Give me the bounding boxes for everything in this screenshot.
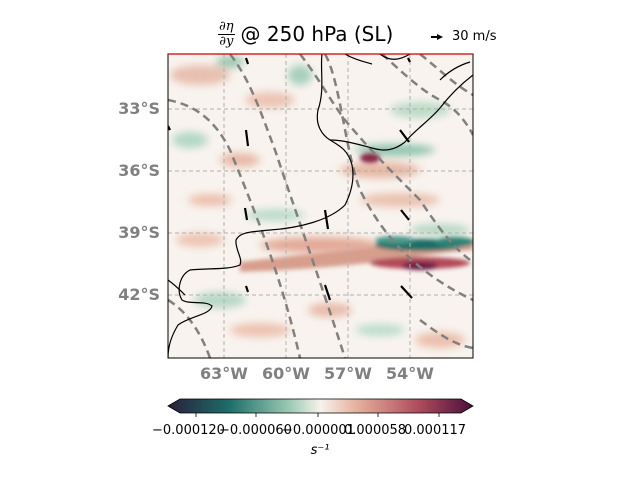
reference-vector-label: 30 m/s xyxy=(452,29,497,44)
graticule xyxy=(168,54,473,358)
map-title: ∂η ∂y @ 250 hPa (SL) xyxy=(218,14,393,54)
lon-tick: 63°W xyxy=(200,364,248,383)
jet-band xyxy=(240,153,473,272)
lon-tick: 60°W xyxy=(262,364,310,383)
lat-tick: 33°S xyxy=(118,99,160,118)
colorbar-unit: s⁻¹ xyxy=(310,443,330,458)
coastline xyxy=(168,54,473,358)
lat-tick: 42°S xyxy=(118,285,160,304)
colorbar-tick-label: −0.000060 xyxy=(219,423,292,438)
wind-vectors xyxy=(168,57,413,301)
fraction-numerator: ∂η xyxy=(218,18,235,35)
colorbar-tick-label: −0.000001 xyxy=(282,423,355,438)
title-text: @ 250 hPa (SL) xyxy=(240,22,394,46)
colorbar-tick-label: 0.000117 xyxy=(404,423,467,438)
height-contours xyxy=(168,54,473,358)
reference-arrow-icon xyxy=(431,34,443,40)
colorbar-gradient xyxy=(167,398,474,414)
colorbar-ticks xyxy=(195,413,440,417)
lon-tick: 57°W xyxy=(324,364,372,383)
colorbar xyxy=(167,398,474,417)
fraction-denominator: ∂y xyxy=(219,33,234,49)
map-content xyxy=(168,54,473,358)
colorbar-tick-label: −0.000120 xyxy=(152,423,225,438)
colorbar-tick-label: 0.000058 xyxy=(344,423,407,438)
derivative-fraction: ∂η ∂y xyxy=(218,18,235,49)
lon-tick: 54°W xyxy=(386,364,434,383)
lat-tick: 36°S xyxy=(118,161,160,180)
lat-tick: 39°S xyxy=(118,223,160,242)
